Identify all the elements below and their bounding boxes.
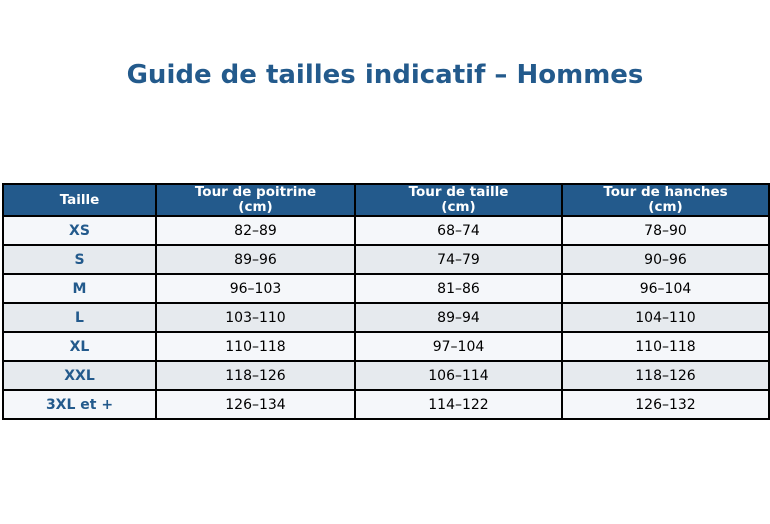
header-hips: Tour de hanches (cm) <box>561 183 770 217</box>
hips-cell: 104–110 <box>561 302 770 333</box>
size-cell: M <box>2 273 157 304</box>
waist-cell: 97–104 <box>354 331 563 362</box>
hips-cell: 96–104 <box>561 273 770 304</box>
chest-cell: 103–110 <box>155 302 356 333</box>
table-header-row: Taille Tour de poitrine (cm) Tour de tai… <box>2 183 770 217</box>
header-waist: Tour de taille (cm) <box>354 183 563 217</box>
waist-cell: 106–114 <box>354 360 563 391</box>
table-row: 3XL et + 126–134 114–122 126–132 <box>2 389 770 420</box>
hips-cell: 110–118 <box>561 331 770 362</box>
chest-cell: 110–118 <box>155 331 356 362</box>
header-waist-unit: (cm) <box>441 199 476 215</box>
header-chest-unit: (cm) <box>238 199 273 215</box>
chest-cell: 118–126 <box>155 360 356 391</box>
waist-cell: 89–94 <box>354 302 563 333</box>
header-chest: Tour de poitrine (cm) <box>155 183 356 217</box>
size-cell: XL <box>2 331 157 362</box>
waist-cell: 74–79 <box>354 244 563 275</box>
size-cell: 3XL et + <box>2 389 157 420</box>
chest-cell: 126–134 <box>155 389 356 420</box>
header-hips-label: Tour de hanches <box>603 184 728 200</box>
page-title: Guide de tailles indicatif – Hommes <box>126 60 644 90</box>
header-size-label: Taille <box>59 191 100 208</box>
table-row: XXL 118–126 106–114 118–126 <box>2 360 770 391</box>
header-size: Taille <box>2 183 157 217</box>
waist-cell: 68–74 <box>354 215 563 246</box>
chest-cell: 96–103 <box>155 273 356 304</box>
table-row: XS 82–89 68–74 78–90 <box>2 215 770 246</box>
waist-cell: 81–86 <box>354 273 563 304</box>
header-waist-label: Tour de taille <box>408 184 509 200</box>
size-guide-table: Taille Tour de poitrine (cm) Tour de tai… <box>2 183 770 420</box>
header-hips-unit: (cm) <box>648 199 683 215</box>
hips-cell: 118–126 <box>561 360 770 391</box>
hips-cell: 90–96 <box>561 244 770 275</box>
table-row: M 96–103 81–86 96–104 <box>2 273 770 304</box>
table-row: S 89–96 74–79 90–96 <box>2 244 770 275</box>
chest-cell: 89–96 <box>155 244 356 275</box>
hips-cell: 78–90 <box>561 215 770 246</box>
header-chest-label: Tour de poitrine <box>194 184 317 200</box>
table-row: XL 110–118 97–104 110–118 <box>2 331 770 362</box>
hips-cell: 126–132 <box>561 389 770 420</box>
table-row: L 103–110 89–94 104–110 <box>2 302 770 333</box>
size-cell: L <box>2 302 157 333</box>
waist-cell: 114–122 <box>354 389 563 420</box>
chest-cell: 82–89 <box>155 215 356 246</box>
size-cell: S <box>2 244 157 275</box>
size-cell: XXL <box>2 360 157 391</box>
size-cell: XS <box>2 215 157 246</box>
